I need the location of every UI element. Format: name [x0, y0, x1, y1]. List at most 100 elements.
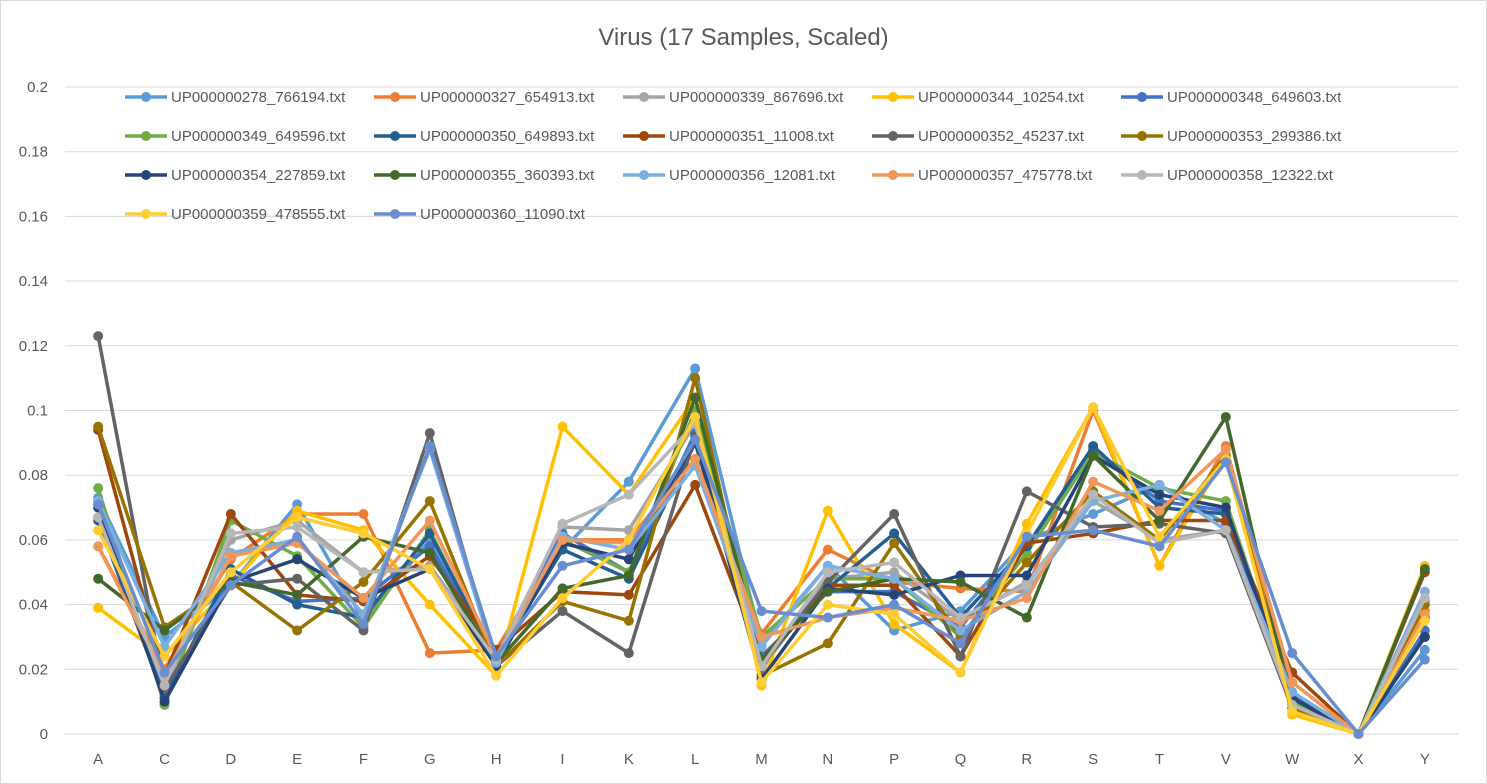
data-point: [822, 638, 833, 649]
legend-swatch-marker: [1137, 92, 1147, 102]
y-tick-label: 0.04: [19, 597, 48, 614]
data-point: [889, 573, 900, 584]
data-point: [424, 528, 435, 539]
legend-swatch-marker: [390, 170, 400, 180]
data-point: [822, 544, 833, 555]
series-17: [93, 434, 1430, 739]
data-point: [623, 489, 634, 500]
data-point: [623, 589, 634, 600]
data-point: [822, 586, 833, 597]
y-tick-label: 0.02: [19, 661, 48, 678]
y-tick-label: 0.2: [27, 79, 48, 96]
legend-item: UP000000278_766194.txt: [125, 89, 346, 106]
legend-label: UP000000354_227859.txt: [171, 167, 346, 184]
legend-label: UP000000344_10254.txt: [918, 89, 1085, 106]
data-point: [756, 641, 767, 652]
legend-label: UP000000353_299386.txt: [1167, 128, 1342, 145]
legend-item: UP000000353_299386.txt: [1121, 128, 1342, 145]
data-point: [159, 667, 170, 678]
data-point: [889, 609, 900, 620]
data-point: [292, 521, 303, 532]
data-point: [955, 576, 966, 587]
x-tick-label: G: [424, 751, 436, 768]
y-tick-label: 0.14: [19, 273, 48, 290]
legend-swatch-marker: [390, 209, 400, 219]
data-point: [424, 441, 435, 452]
data-point: [1287, 677, 1298, 688]
legend-label: UP000000356_12081.txt: [669, 167, 836, 184]
legend-item: UP000000359_478555.txt: [125, 206, 346, 223]
data-point: [557, 583, 568, 594]
legend-label: UP000000357_475778.txt: [918, 167, 1093, 184]
data-point: [1088, 476, 1099, 487]
data-point: [623, 615, 634, 626]
x-tick-label: X: [1353, 751, 1363, 768]
y-tick-label: 0.18: [19, 144, 48, 161]
y-tick-label: 0.08: [19, 467, 48, 484]
legend-item: UP000000354_227859.txt: [125, 167, 346, 184]
data-point: [292, 573, 303, 584]
legend-item: UP000000360_11090.txt: [374, 206, 586, 223]
data-point: [1154, 531, 1165, 542]
data-point: [690, 434, 701, 445]
y-tick-label: 0.12: [19, 338, 48, 355]
x-tick-label: T: [1155, 751, 1164, 768]
legend-item: UP000000350_649893.txt: [374, 128, 595, 145]
data-point: [424, 515, 435, 526]
data-point: [889, 589, 900, 600]
data-point: [424, 564, 435, 575]
legend-swatch-marker: [1137, 131, 1147, 141]
x-tick-label: E: [292, 751, 302, 768]
data-point: [491, 670, 502, 681]
legend-swatch-marker: [888, 131, 898, 141]
legend-swatch-marker: [390, 92, 400, 102]
data-point: [93, 525, 104, 536]
x-tick-label: W: [1285, 751, 1300, 768]
data-point: [889, 509, 900, 520]
data-point: [623, 554, 634, 565]
data-point: [93, 483, 104, 494]
data-point: [690, 373, 701, 384]
data-point: [292, 625, 303, 636]
x-tick-label: Y: [1420, 751, 1430, 768]
legend-swatch-marker: [639, 131, 649, 141]
data-point: [955, 651, 966, 662]
x-tick-label: N: [822, 751, 833, 768]
data-point: [889, 528, 900, 539]
legend-item: UP000000358_12322.txt: [1121, 167, 1334, 184]
data-point: [822, 599, 833, 610]
data-point: [93, 331, 104, 342]
data-point: [93, 573, 104, 584]
data-point: [93, 602, 104, 613]
y-tick-label: 0: [40, 726, 48, 743]
data-point: [292, 512, 303, 523]
data-point: [1154, 505, 1165, 516]
data-point: [1220, 444, 1231, 455]
data-point: [424, 648, 435, 659]
data-point: [358, 509, 369, 520]
data-point: [1088, 489, 1099, 500]
data-point: [1154, 515, 1165, 526]
legend-swatch-marker: [141, 209, 151, 219]
data-point: [1021, 486, 1032, 497]
legend-label: UP000000350_649893.txt: [420, 128, 595, 145]
data-point: [424, 428, 435, 439]
data-point: [1419, 564, 1430, 575]
y-tick-label: 0.1: [27, 403, 48, 420]
data-point: [424, 496, 435, 507]
y-tick-label: 0.06: [19, 532, 48, 549]
data-point: [1021, 570, 1032, 581]
data-point: [1419, 631, 1430, 642]
data-point: [690, 454, 701, 465]
data-point: [1021, 593, 1032, 604]
data-point: [623, 544, 634, 555]
data-point: [358, 567, 369, 578]
x-tick-label: C: [159, 751, 170, 768]
legend-swatch-marker: [141, 131, 151, 141]
data-point: [1088, 441, 1099, 452]
data-point: [557, 606, 568, 617]
data-point: [424, 599, 435, 610]
data-point: [690, 363, 701, 374]
data-point: [491, 651, 502, 662]
